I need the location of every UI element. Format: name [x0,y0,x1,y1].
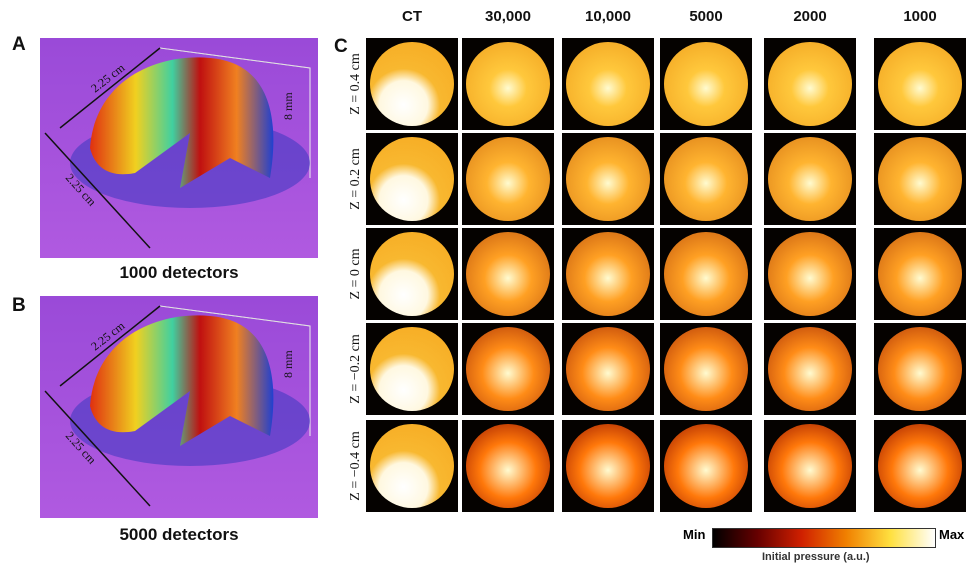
colorbar-min: Min [683,527,705,542]
image-cell [764,323,856,415]
render-3d: 2.25 cm 2.25 cm 8 mm [40,296,318,518]
row-label: Z = 0.4 cm [348,38,364,130]
image-disk [566,424,650,508]
image-disk [878,137,962,221]
image-disk [878,327,962,411]
figure: A B C 2.25 cm 2.25 cm 8 mm 1000 detector… [0,0,966,564]
image-cell [874,323,966,415]
image-cell [764,228,856,320]
image-disk [370,42,454,126]
image-disk [768,42,852,126]
column-header: 1000 [874,8,966,25]
image-disk [768,137,852,221]
image-disk [664,424,748,508]
panel-label: C [334,36,348,58]
image-disk [370,137,454,221]
row-label: Z = −0.4 cm [348,420,364,512]
image-cell [366,323,458,415]
image-disk [370,424,454,508]
image-disk [664,42,748,126]
colorbar-max: Max [939,527,964,542]
image-cell [366,38,458,130]
row-label: Z = 0 cm [348,228,364,320]
image-cell [366,133,458,225]
column-header: 10,000 [562,8,654,25]
image-disk [566,232,650,316]
image-cell [660,420,752,512]
image-cell [462,228,554,320]
column-header: 5000 [660,8,752,25]
image-disk [566,42,650,126]
image-disk [878,424,962,508]
image-cell [660,133,752,225]
dimension-label: 8 mm [281,92,295,120]
image-cell [660,38,752,130]
image-cell [660,323,752,415]
colorbar [712,528,936,548]
image-cell [562,133,654,225]
image-cell [366,420,458,512]
image-disk [878,232,962,316]
image-disk [664,137,748,221]
caption: 1000 detectors [40,263,318,283]
column-header: 30,000 [462,8,554,25]
column-header: 2000 [764,8,856,25]
image-disk [466,42,550,126]
image-disk [566,327,650,411]
image-cell [366,228,458,320]
dimension-label: 8 mm [281,350,295,378]
image-cell [874,420,966,512]
row-label: Z = −0.2 cm [348,323,364,415]
colorbar-title: Initial pressure (a.u.) [762,551,870,563]
image-cell [874,228,966,320]
image-disk [768,232,852,316]
image-disk [370,232,454,316]
image-cell [562,323,654,415]
image-cell [462,133,554,225]
image-cell [660,228,752,320]
image-cell [462,323,554,415]
image-disk [466,424,550,508]
image-cell [764,38,856,130]
panel-label: A [12,34,26,56]
row-label: Z = 0.2 cm [348,133,364,225]
image-cell [562,420,654,512]
image-cell [562,38,654,130]
image-disk [768,327,852,411]
image-cell [764,133,856,225]
column-header: CT [366,8,458,25]
image-disk [466,137,550,221]
render-3d: 2.25 cm 2.25 cm 8 mm [40,38,318,258]
image-cell [874,133,966,225]
image-cell [562,228,654,320]
image-cell [462,420,554,512]
image-disk [466,327,550,411]
image-disk [370,327,454,411]
image-disk [664,327,748,411]
image-disk [768,424,852,508]
image-disk [878,42,962,126]
caption: 5000 detectors [40,525,318,545]
image-disk [664,232,748,316]
panel-label: B [12,295,26,317]
image-disk [566,137,650,221]
image-cell [462,38,554,130]
image-cell [764,420,856,512]
image-disk [466,232,550,316]
image-cell [874,38,966,130]
